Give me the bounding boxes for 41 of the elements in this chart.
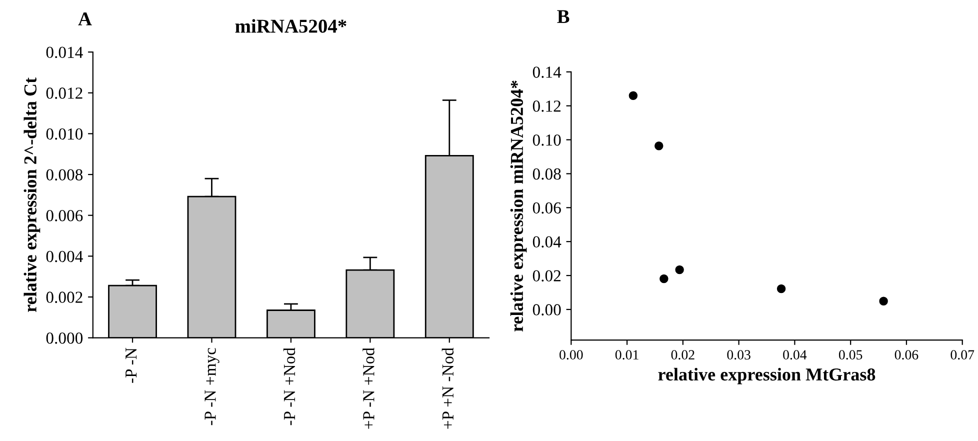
x-axis-title: relative expression MtGras8 bbox=[658, 368, 876, 384]
x-tick-label: 0.00 bbox=[560, 350, 583, 360]
y-tick-label: 0.000 bbox=[46, 332, 83, 344]
y-tick-label: 0.012 bbox=[46, 88, 82, 99]
y-tick-label: 0.010 bbox=[46, 128, 83, 140]
x-tick-label: -P -N +Nod bbox=[283, 348, 296, 426]
y-tick-label: 0.014 bbox=[46, 46, 83, 58]
y-tick-label: 0.08 bbox=[532, 168, 561, 180]
y-tick-label: 0.12 bbox=[532, 100, 561, 112]
point bbox=[675, 265, 684, 274]
y-tick-label: 0.002 bbox=[46, 292, 82, 303]
point bbox=[654, 142, 664, 150]
y-tick-label: 0.04 bbox=[532, 236, 562, 248]
point bbox=[660, 274, 668, 284]
y-tick-label: 0.004 bbox=[46, 250, 83, 262]
chart-title: miRNA5204* bbox=[235, 19, 346, 33]
x-tick-label: 0.07 bbox=[950, 350, 974, 360]
text: A bbox=[78, 12, 92, 26]
x-tick-label: 0.02 bbox=[671, 350, 694, 360]
y-tick-label: 0.00 bbox=[532, 304, 561, 316]
x-tick-label: 0.01 bbox=[615, 350, 638, 360]
y-tick-label: 0.10 bbox=[532, 134, 561, 146]
y-axis-title: relative expression miRNA5204* bbox=[510, 80, 527, 332]
x-tick-label: +P +N -Nod bbox=[442, 348, 454, 429]
x-tick-label: +P -N +Nod bbox=[362, 348, 374, 429]
y-tick-label: 0.14 bbox=[532, 66, 562, 78]
x-tick-label: 0.03 bbox=[727, 350, 750, 360]
x-tick-label: 0.05 bbox=[838, 350, 862, 360]
y-tick-label: 0.006 bbox=[46, 210, 83, 222]
x-tick-label: -P -N +myc bbox=[204, 348, 220, 426]
x-tick-label: 0.04 bbox=[783, 350, 807, 360]
x-tick-label: 0.06 bbox=[894, 350, 918, 360]
text: B bbox=[557, 10, 570, 23]
point bbox=[879, 296, 888, 306]
y-tick-label: 0.06 bbox=[532, 202, 561, 214]
y-tick-label: 0.02 bbox=[532, 270, 561, 282]
x-tick-label: -P -N bbox=[126, 348, 137, 383]
y-tick-label: 0.008 bbox=[46, 169, 83, 181]
point bbox=[628, 91, 638, 100]
y-axis-title: relative expression 2^-delta Ct bbox=[24, 78, 40, 312]
point bbox=[776, 284, 786, 294]
